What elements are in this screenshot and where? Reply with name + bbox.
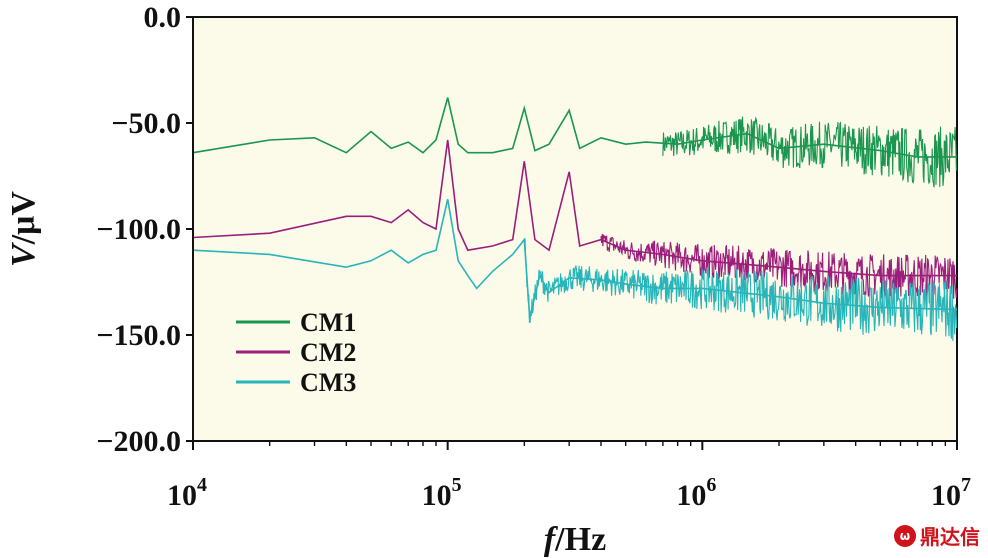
x-tick-label: 107: [931, 474, 971, 512]
series-layer: [192, 97, 958, 341]
y-axis-title: V/μV: [5, 191, 42, 267]
series-noise-cm2: [600, 233, 958, 300]
x-axis-title: f/Hz: [544, 521, 606, 558]
legend-label-cm1: CM1: [300, 308, 356, 337]
y-tick-label: −200.0: [96, 425, 181, 458]
series-line-cm2: [192, 139, 957, 277]
series-noise-cm1: [662, 116, 957, 188]
watermark: ω 鼎达信: [894, 521, 980, 550]
y-tick-label: −50.0: [111, 107, 181, 140]
x-tick-label: 105: [422, 474, 462, 512]
y-tick-label: −100.0: [96, 213, 181, 246]
watermark-logo-icon: ω: [894, 524, 916, 547]
plot-area: [192, 16, 958, 442]
x-tick-label: 106: [676, 474, 716, 512]
series-line-cm3: [192, 199, 958, 319]
y-tick-label: −150.0: [96, 319, 181, 352]
watermark-text: 鼎达信: [920, 525, 980, 549]
y-tick-label: 0.0: [144, 1, 182, 34]
series-noise-cm3: [523, 238, 958, 341]
axes: 0.0 −50.0 −100.0 −150.0 −200.0 104 105 106 107: [96, 1, 971, 512]
legend-label-cm2: CM2: [300, 338, 356, 367]
legend-label-cm3: CM3: [300, 368, 356, 397]
x-tick-label: 104: [167, 474, 207, 512]
